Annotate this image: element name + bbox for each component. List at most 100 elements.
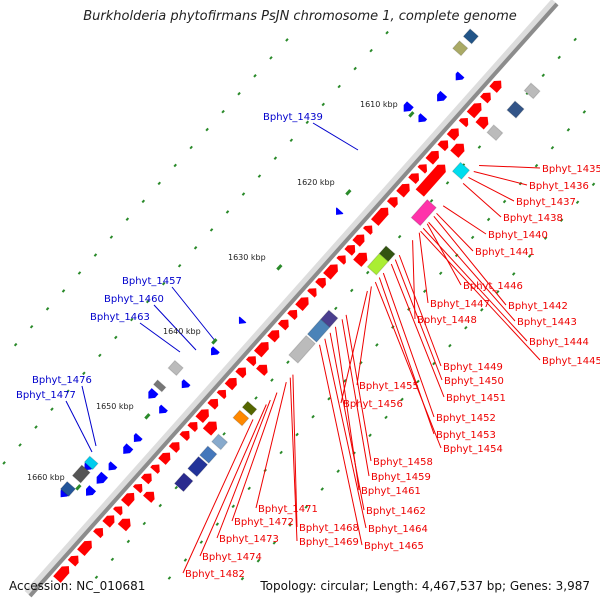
scale-dot: [205, 127, 209, 132]
leader-line-red: [329, 332, 365, 511]
reverse-cds: [418, 113, 428, 123]
feature-block: [232, 409, 250, 427]
backbone-line: [28, 2, 559, 598]
scale-dot: [50, 407, 54, 411]
leader-line-red: [319, 344, 363, 546]
feature-block: [199, 445, 218, 464]
gene-label-red: Bphyt_1436: [529, 181, 589, 192]
forward-cds: [277, 319, 289, 331]
forward-cds-shape: [67, 555, 79, 567]
feature-block-inner: [59, 480, 77, 498]
scale-dot: [225, 210, 230, 214]
forward-cds: [77, 540, 92, 557]
scale-dot: [334, 306, 338, 311]
forward-cds-lane2-shape: [475, 116, 489, 130]
gene-label-red: Bphyt_1442: [508, 301, 568, 312]
feature-block-shape: [486, 124, 504, 142]
forward-cds-shape: [179, 430, 190, 441]
scale-dot: [125, 217, 130, 221]
scale-dot: [337, 84, 341, 89]
reverse-cds-lane2: [148, 388, 159, 399]
leader-line-red: [390, 263, 445, 398]
reverse-cds: [437, 90, 448, 102]
forward-cds-shape: [77, 540, 92, 557]
forward-cds-shape: [386, 197, 398, 208]
forward-cds-shape: [246, 356, 257, 367]
reverse-cds-shape: [133, 432, 143, 442]
reverse-cds: [123, 443, 134, 454]
leader-line-red: [255, 381, 287, 509]
forward-cds: [408, 173, 420, 185]
scale-dot: [343, 379, 347, 383]
reverse-cds-shape: [96, 471, 109, 484]
forward-cds: [140, 473, 152, 485]
gene-label-red: Bphyt_1437: [516, 197, 576, 208]
scale-dot: [285, 38, 289, 42]
scale-dot: [110, 557, 115, 562]
scale-dot: [189, 145, 193, 150]
scale-dot: [2, 461, 6, 465]
scale-dot: [543, 236, 548, 240]
reverse-cds-lane2-shape: [403, 101, 414, 112]
forward-cds: [216, 389, 227, 400]
forward-cds: [132, 483, 143, 494]
scale-dot: [231, 504, 236, 509]
forward-cds-shape: [207, 398, 219, 410]
scale-dot: [438, 271, 443, 276]
feature-block-shape: [187, 455, 209, 478]
scale-dot: [336, 469, 340, 473]
feature-block-shape: [523, 82, 541, 100]
scale-dot: [114, 335, 118, 340]
leader-line-red: [422, 227, 528, 342]
leader-line-red: [398, 254, 442, 367]
forward-cds-lane2: [450, 143, 465, 158]
scale-dot: [221, 109, 225, 114]
reverse-cds: [86, 485, 97, 496]
scale-dot: [486, 217, 491, 222]
leader-line-red: [340, 290, 368, 404]
leader-line-red: [433, 215, 507, 306]
gene-label-red: Bphyt_1469: [299, 537, 359, 548]
forward-cds: [150, 464, 160, 474]
feature-block-shape: [199, 445, 218, 464]
scale-label: 1660 kbp: [27, 473, 65, 482]
feature-block-inner-shape: [167, 359, 184, 377]
forward-cds: [336, 255, 346, 265]
feature-block-shape: [320, 309, 339, 328]
feature-block: [241, 400, 258, 416]
leader-line-blue: [312, 122, 359, 151]
forward-cds: [458, 117, 469, 128]
forward-cds-shape: [480, 92, 491, 104]
reverse-cds: [336, 207, 344, 215]
scale-dots: [2, 30, 596, 581]
feature-block: [410, 198, 437, 227]
reverse-cds-shape: [86, 485, 97, 496]
leader-line-red: [216, 399, 271, 539]
scale-dot: [416, 379, 420, 384]
scale-dot: [511, 272, 516, 276]
scale-dot: [215, 522, 220, 526]
scale-dot: [470, 235, 475, 240]
feature-block-shape: [288, 334, 316, 364]
forward-cds-lane2: [475, 116, 489, 130]
gene-label-red: Bphyt_1449: [443, 362, 503, 373]
feature-block: [187, 455, 209, 478]
scale-tick: [75, 484, 82, 491]
forward-cds: [480, 92, 491, 104]
scale-dot: [45, 307, 50, 311]
gene-label-red: Bphyt_1474: [202, 552, 262, 563]
feature-block-inner-shape: [59, 480, 77, 498]
reverse-cds-shape: [455, 71, 465, 81]
accession-text: Accession: NC_010681: [9, 579, 146, 593]
reverse-cds-lane2-shape: [148, 388, 159, 399]
scale-dot: [270, 378, 274, 382]
scale-tick: [345, 189, 352, 196]
scale-dot: [142, 521, 147, 526]
forward-cds-lane2-shape: [117, 518, 131, 532]
gene-label-red: Bphyt_1438: [503, 213, 563, 224]
gene-label-blue: Bphyt_1477: [16, 390, 76, 401]
reverse-cds-shape: [238, 316, 247, 324]
leader-line-red: [468, 176, 515, 202]
scale-dot: [272, 541, 277, 545]
gene-label-red: Bphyt_1461: [361, 486, 421, 497]
